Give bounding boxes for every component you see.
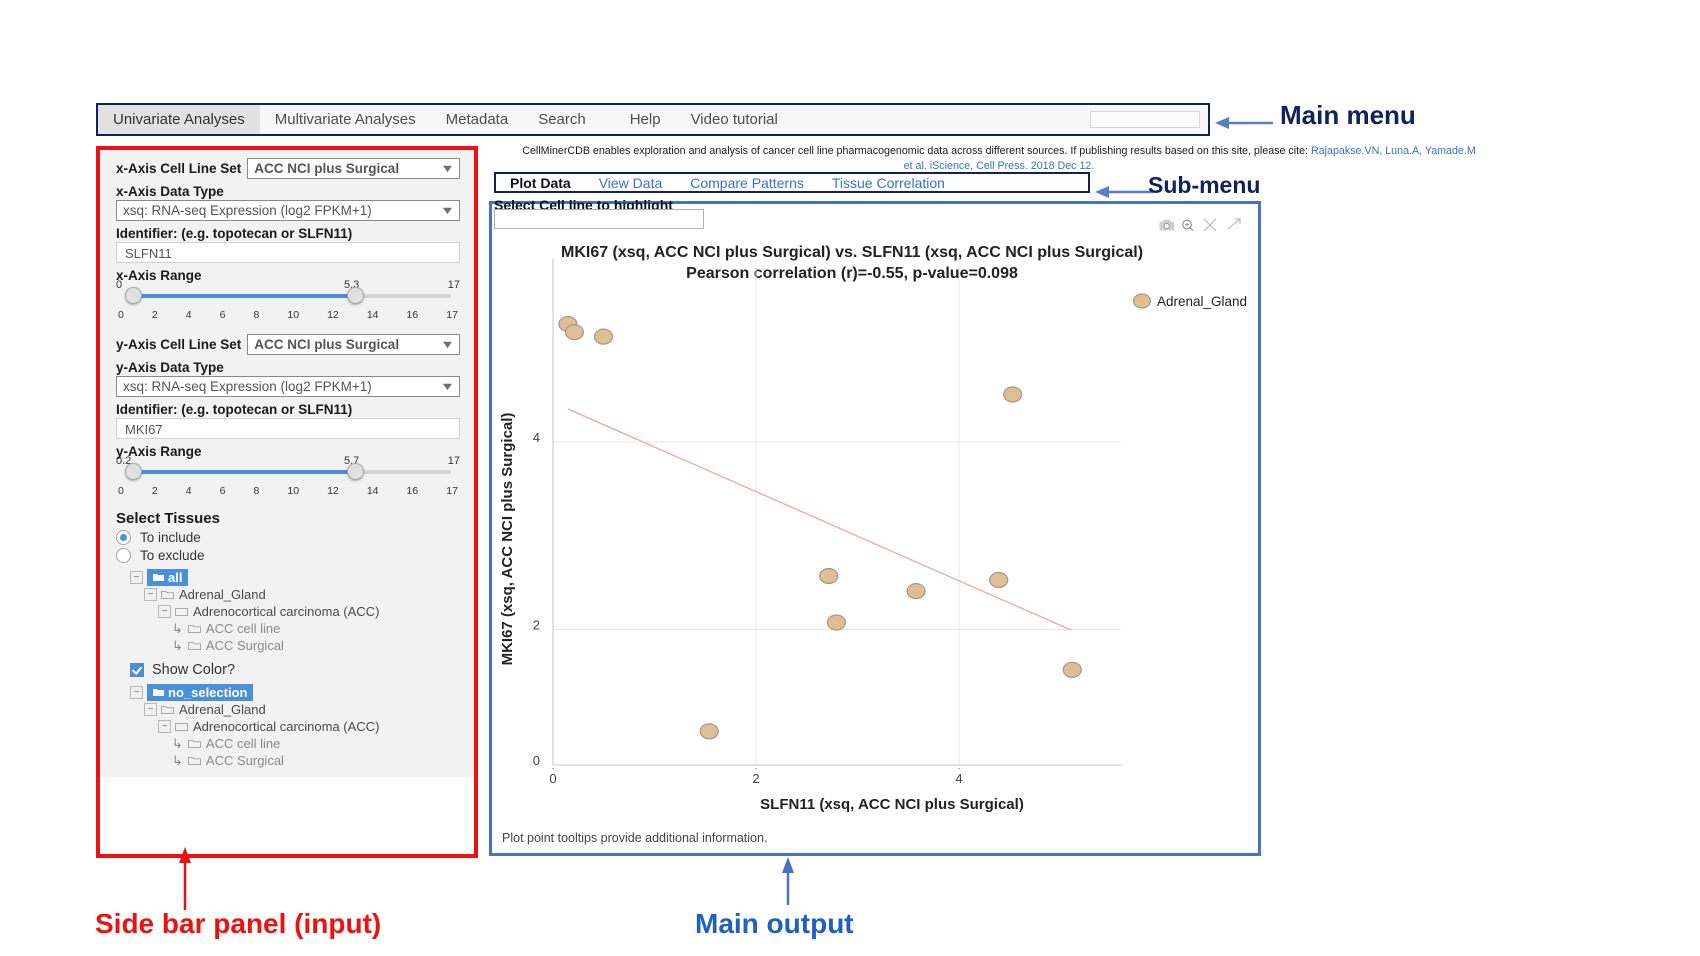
svg-text:4: 4 <box>533 430 540 445</box>
svg-text:.: . <box>552 761 555 771</box>
svg-text:.: . <box>755 761 758 771</box>
svg-text:4: 4 <box>955 771 962 786</box>
svg-text:2: 2 <box>533 618 540 633</box>
svg-text:0: 0 <box>533 753 540 768</box>
svg-text:Adrenal_Gland: Adrenal_Gland <box>1157 294 1247 309</box>
svg-text:0: 0 <box>549 771 556 786</box>
svg-text:SLFN11 (xsq, ACC NCI plus Surg: SLFN11 (xsq, ACC NCI plus Surgical) <box>760 796 1024 813</box>
svg-text:2: 2 <box>752 771 759 786</box>
svg-text:.: . <box>958 761 961 771</box>
svg-text:MKI67 (xsq, ACC NCI plus Surgi: MKI67 (xsq, ACC NCI plus Surgical) <box>499 413 516 666</box>
